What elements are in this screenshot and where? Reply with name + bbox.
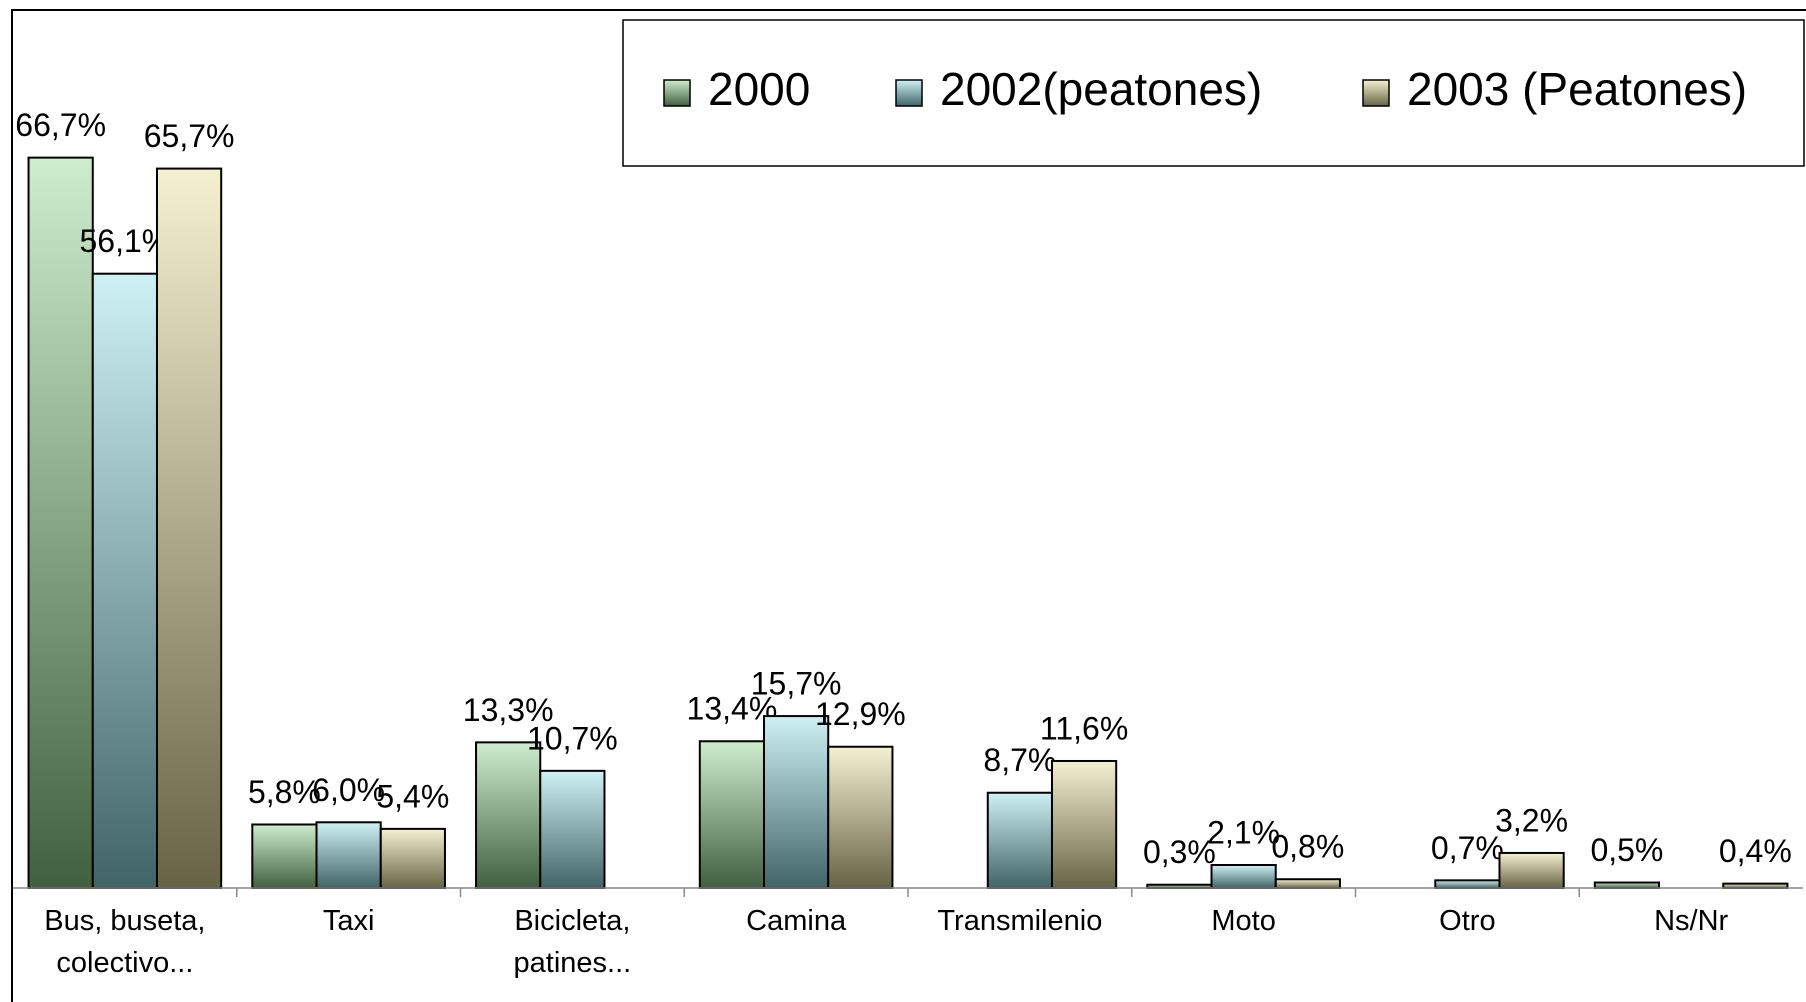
data-label: 66,7% <box>15 107 106 143</box>
x-tick-label: Bicicleta, patines... <box>513 905 632 979</box>
data-label: 3,2% <box>1495 802 1568 838</box>
bar <box>1434 879 1501 890</box>
bar <box>91 272 158 889</box>
data-label: 15,7% <box>751 666 842 702</box>
data-label: 2,1% <box>1207 814 1280 850</box>
bar <box>986 791 1053 889</box>
data-label: 0,8% <box>1271 829 1344 865</box>
x-tick-label: Taxi <box>322 905 375 937</box>
data-label: 10,7% <box>527 720 618 756</box>
chart-frame <box>11 9 1806 1002</box>
bar <box>379 827 446 889</box>
data-label: 0,5% <box>1590 832 1663 868</box>
bar <box>1274 878 1341 889</box>
data-label: 11,6% <box>1040 710 1128 746</box>
legend-swatch <box>663 79 691 107</box>
data-label: 8,7% <box>983 742 1056 778</box>
bar <box>475 741 542 889</box>
legend-box <box>622 19 1805 167</box>
data-label: 5,4% <box>376 778 449 814</box>
data-label: 5,8% <box>248 774 321 810</box>
legend-label: 2003 (Peatones) <box>1407 63 1747 115</box>
x-tick-label: Ns/Nr <box>1654 905 1729 937</box>
data-label: 0,3% <box>1143 834 1216 870</box>
bar <box>155 167 223 889</box>
x-tick-label: Otro <box>1439 905 1496 937</box>
bar <box>827 745 894 889</box>
x-tick-label: Transmilenio <box>937 905 1103 937</box>
data-label: 6,0% <box>312 772 385 808</box>
bar <box>763 715 830 890</box>
x-tick-label: Bus, buseta, colectivo... <box>44 905 206 979</box>
bar <box>1593 881 1661 890</box>
data-label: 13,3% <box>463 692 554 728</box>
legend-label: 2002(peatones) <box>940 63 1262 115</box>
data-label: 0,7% <box>1431 830 1504 866</box>
legend-label: 2000 <box>708 63 810 115</box>
bar <box>251 823 318 889</box>
bar <box>315 821 382 889</box>
bar <box>1050 759 1118 889</box>
x-tick-label: Moto <box>1211 905 1276 937</box>
bar <box>1210 864 1277 890</box>
bar <box>539 769 606 890</box>
legend-swatch <box>1362 79 1390 107</box>
x-tick-label: Camina <box>746 905 847 937</box>
data-label: 65,7% <box>144 118 235 154</box>
bar <box>1498 851 1565 890</box>
data-label: 13,4% <box>687 691 778 727</box>
data-label: 12,9% <box>815 696 906 732</box>
data-label: 56,1% <box>80 223 171 259</box>
data-label: 0,4% <box>1719 833 1792 869</box>
bar <box>27 156 94 889</box>
legend-swatch <box>895 79 923 107</box>
bar <box>698 740 766 890</box>
